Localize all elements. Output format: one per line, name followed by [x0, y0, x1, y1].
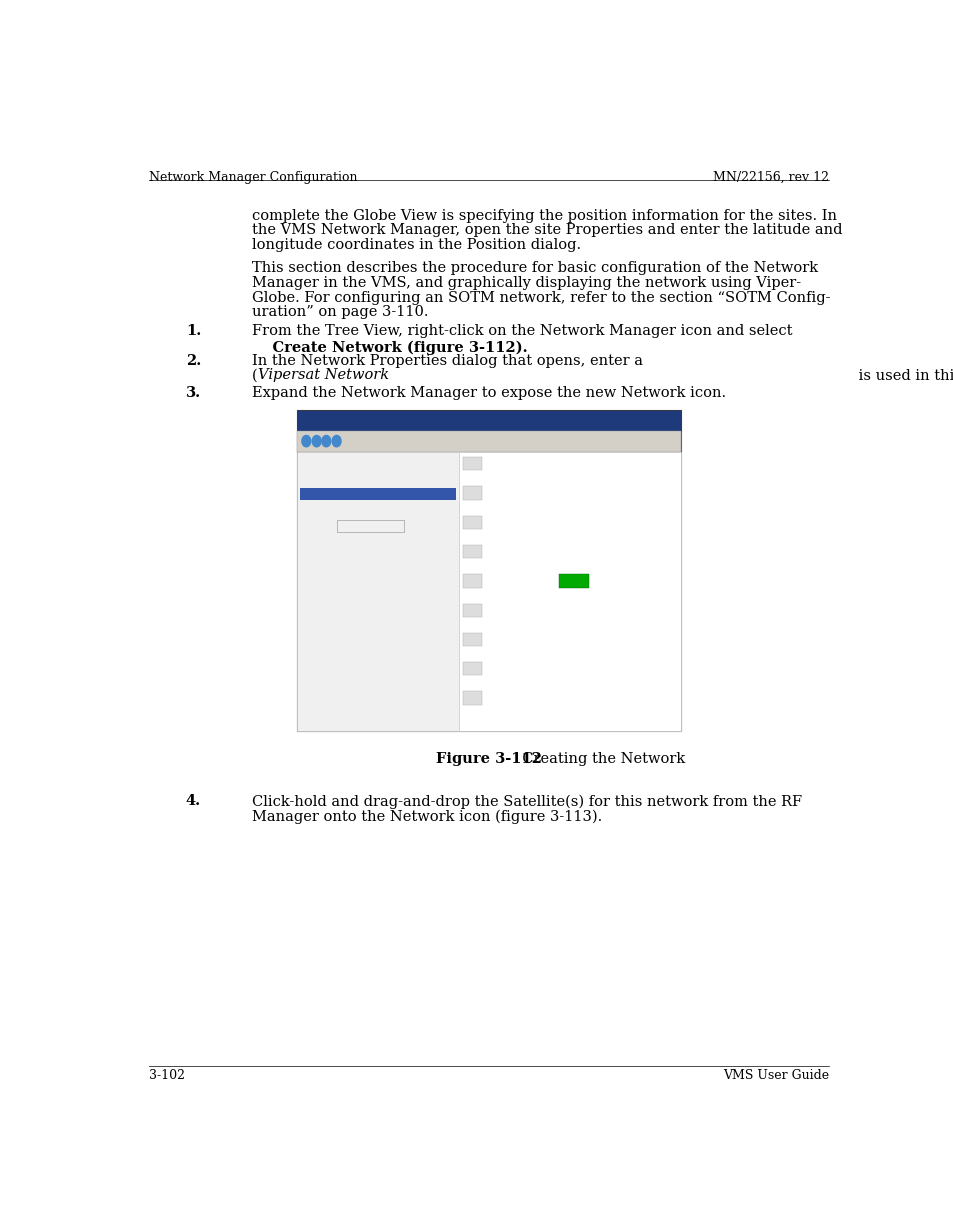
Text: 1.: 1.	[186, 324, 201, 339]
FancyBboxPatch shape	[462, 692, 481, 704]
Text: Bandwidth Manager: Bandwidth Manager	[488, 607, 552, 612]
Text: complete the Globe View is specifying the position information for the sites. In: complete the Globe View is specifying th…	[252, 209, 837, 222]
Text: Subnet Manager: Subnet Manager	[488, 578, 540, 584]
FancyBboxPatch shape	[337, 520, 403, 531]
FancyBboxPatch shape	[462, 663, 481, 675]
Text: Network 20: Network 20	[344, 669, 380, 674]
FancyBboxPatch shape	[462, 604, 481, 617]
Text: 2.: 2.	[186, 353, 201, 368]
Text: 3-102: 3-102	[149, 1070, 185, 1082]
Text: Strip Modem Manager: Strip Modem Manager	[488, 637, 558, 642]
Text: Vipersat Manager: Vipersat Manager	[488, 696, 544, 701]
Text: RF In...: RF In...	[331, 540, 352, 545]
FancyBboxPatch shape	[462, 515, 481, 529]
Text: (: (	[252, 368, 257, 383]
Text: longitude coordinates in the Position dialog.: longitude coordinates in the Position di…	[252, 238, 580, 252]
Text: ViperView: ViperView	[304, 415, 359, 426]
FancyBboxPatch shape	[459, 452, 680, 731]
Text: 3.: 3.	[186, 385, 201, 400]
Text: Network Manager: Network Manager	[488, 491, 544, 496]
Text: uration” on page 3-110.: uration” on page 3-110.	[252, 306, 429, 319]
Text: Vipersat Network: Vipersat Network	[258, 368, 389, 383]
FancyBboxPatch shape	[462, 633, 481, 647]
FancyBboxPatch shape	[462, 486, 481, 499]
Text: Globe. For configuring an SOTM network, refer to the section “SOTM Config-: Globe. For configuring an SOTM network, …	[252, 291, 830, 304]
Text: Click-hold and drag-and-drop the Satellite(s) for this network from the RF: Click-hold and drag-and-drop the Satelli…	[252, 794, 801, 809]
FancyBboxPatch shape	[296, 431, 680, 452]
Text: Tree View: Tree View	[429, 437, 466, 445]
Text: Snmp Modem Manager: Snmp Modem Manager	[331, 588, 403, 593]
Text: Out of Band Manager: Out of Band Manager	[488, 550, 556, 555]
FancyBboxPatch shape	[558, 574, 588, 588]
FancyBboxPatch shape	[296, 410, 680, 431]
Text: 4.: 4.	[186, 794, 201, 809]
FancyBboxPatch shape	[462, 545, 481, 558]
Text: VIPERLAB1: VIPERLAB1	[304, 459, 337, 464]
Text: Network Manager: Network Manager	[317, 492, 374, 497]
Circle shape	[312, 436, 321, 447]
Circle shape	[301, 436, 311, 447]
Text: VMS User Guide: VMS User Guide	[722, 1070, 828, 1082]
Text: Event Log: Event Log	[488, 461, 519, 466]
Text: VIPERLAB1: VIPERLAB1	[348, 437, 390, 445]
Text: From the Tree View, right-click on the Network Manager icon and select: From the Tree View, right-click on the N…	[252, 324, 792, 339]
Text: is used in this example).: is used in this example).	[854, 368, 953, 383]
FancyBboxPatch shape	[462, 458, 481, 470]
Text: Vipersat Manager: Vipersat Manager	[331, 636, 386, 640]
FancyBboxPatch shape	[462, 574, 481, 588]
Text: Redundancy Manager: Redundancy Manager	[488, 666, 557, 671]
Text: This section describes the procedure for basic configuration of the Network: This section describes the procedure for…	[252, 261, 818, 275]
Text: Network Manager Configuration: Network Manager Configuration	[149, 171, 357, 184]
Text: G2 Sat: G2 Sat	[331, 572, 352, 577]
FancyBboxPatch shape	[296, 452, 459, 731]
FancyBboxPatch shape	[300, 488, 456, 499]
Text: Status
OK: Status OK	[564, 575, 582, 587]
Text: Event Log: Event Log	[317, 476, 348, 481]
Text: Sub: Sub	[331, 524, 342, 529]
Text: Group 1: Group 1	[344, 620, 369, 625]
Text: Network 2: Network 2	[344, 652, 376, 658]
Text: Manager onto the Network icon (figure 3-113).: Manager onto the Network icon (figure 3-…	[252, 809, 602, 823]
Text: In the Network Properties dialog that opens, enter a: In the Network Properties dialog that op…	[252, 353, 647, 368]
Text: InBand Manager: InBand Manager	[488, 520, 540, 525]
Text: Create Network (figure 3-112).: Create Network (figure 3-112).	[252, 341, 527, 356]
Text: Manager in the VMS, and graphically displaying the network using Viper-: Manager in the VMS, and graphically disp…	[252, 276, 801, 290]
Text: G1 Sat: G1 Sat	[331, 556, 352, 561]
Text: Expand the Network Manager to expose the new Network icon.: Expand the Network Manager to expose the…	[252, 385, 725, 400]
Text: Redundancy Manager: Redundancy Manager	[331, 604, 399, 609]
Circle shape	[321, 436, 331, 447]
Text: the VMS Network Manager, open the site Properties and enter the latitude and: the VMS Network Manager, open the site P…	[252, 223, 841, 237]
Text: Figure 3-112: Figure 3-112	[436, 752, 541, 766]
Text: Out    Open: Out Open	[331, 508, 367, 513]
Text: Create Network: Create Network	[341, 524, 390, 529]
Circle shape	[332, 436, 341, 447]
Text: Creating the Network: Creating the Network	[513, 752, 684, 766]
Text: List View: List View	[503, 437, 537, 445]
Text: MN/22156, rev 12: MN/22156, rev 12	[712, 171, 828, 184]
